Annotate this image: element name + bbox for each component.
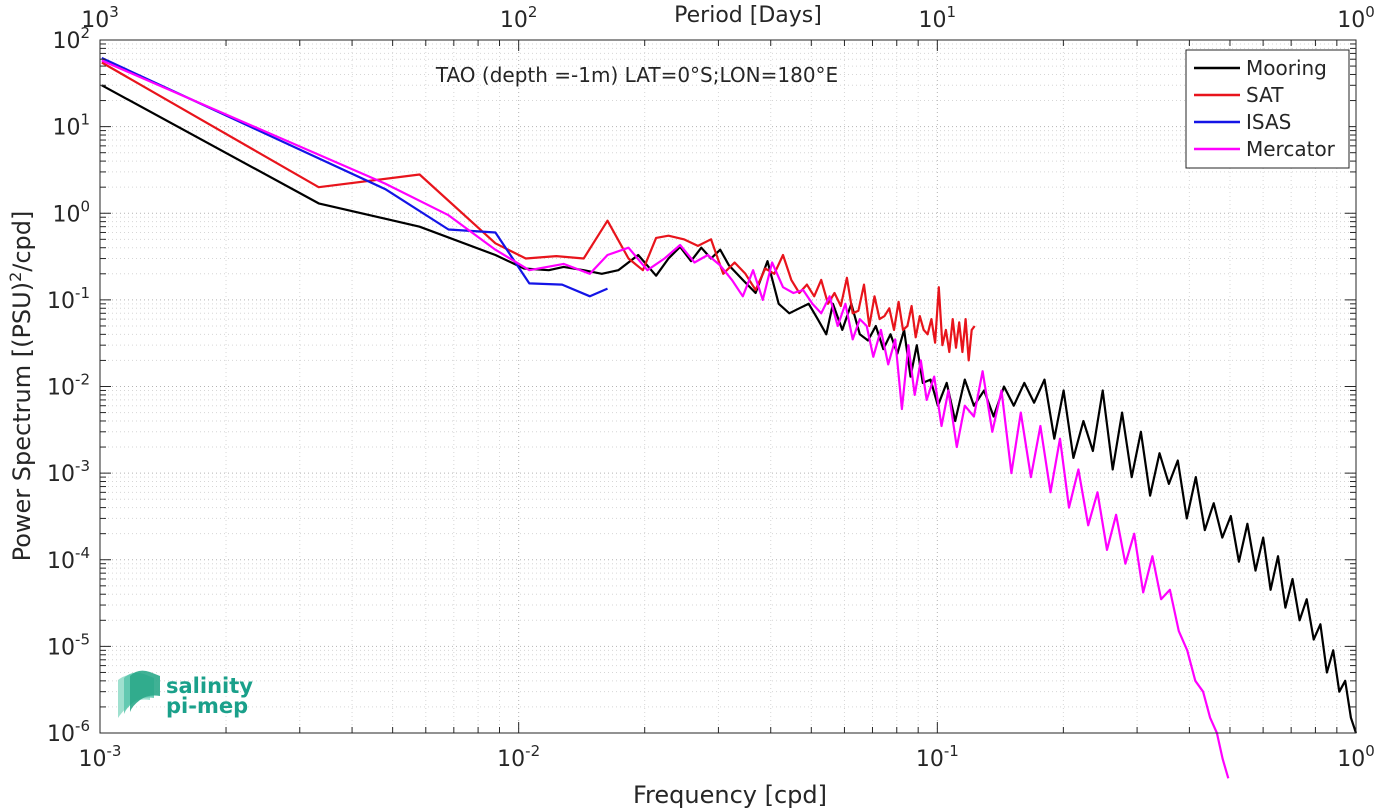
logo-text-pimep: pi-mep bbox=[166, 694, 248, 718]
series-line-isas bbox=[101, 57, 608, 298]
y-tick-label: 10-4 bbox=[47, 544, 90, 574]
logo-text-salinity: salinity bbox=[166, 674, 253, 698]
y-tick-label: 102 bbox=[52, 24, 90, 54]
top-axis-label: Period [Days] bbox=[674, 3, 822, 28]
legend-label-mercator: Mercator bbox=[1246, 137, 1336, 161]
legend-label-isas: ISAS bbox=[1246, 110, 1291, 134]
x-tick-label: 100 bbox=[1337, 742, 1375, 772]
series-layer bbox=[101, 57, 1358, 779]
series-line-mercator bbox=[101, 59, 1230, 779]
top-tick-label: 102 bbox=[500, 3, 538, 33]
y-tick-label: 10-1 bbox=[47, 284, 90, 314]
x-tick-label: 10-3 bbox=[79, 742, 122, 772]
logo-mark-icon bbox=[118, 670, 160, 718]
legend-label-sat: SAT bbox=[1246, 83, 1284, 107]
x-tick-label: 10-1 bbox=[916, 742, 959, 772]
grid-lines bbox=[100, 40, 1356, 733]
top-tick-label: 103 bbox=[81, 3, 119, 33]
y-tick-label: 10-6 bbox=[47, 717, 90, 747]
y-tick-label: 100 bbox=[52, 197, 90, 227]
series-line-mooring bbox=[101, 84, 1358, 734]
chart-title: TAO (depth =-1m) LAT=0°S;LON=180°E bbox=[435, 63, 838, 87]
series-line-sat bbox=[101, 61, 976, 362]
y-axis-label-main: Power Spectrum [(PSU) bbox=[8, 282, 36, 561]
y-axis-label: Power Spectrum [(PSU)2/cpd] bbox=[6, 211, 36, 562]
y-axis-label-tail: /cpd] bbox=[8, 211, 36, 272]
y-tick-label: 10-2 bbox=[47, 371, 90, 401]
top-tick-label: 101 bbox=[919, 3, 957, 33]
y-tick-label: 10-3 bbox=[47, 457, 90, 487]
y-axis-label-sup: 2 bbox=[6, 272, 25, 282]
x-tick-label: 10-2 bbox=[497, 742, 540, 772]
legend: Mooring SAT ISAS Mercator bbox=[1185, 49, 1350, 169]
legend-label-mooring: Mooring bbox=[1246, 56, 1327, 80]
y-tick-label: 10-5 bbox=[47, 630, 90, 660]
top-tick-label: 100 bbox=[1337, 3, 1375, 33]
y-tick-label: 101 bbox=[52, 111, 90, 141]
x-axis-label: Frequency [cpd] bbox=[633, 781, 827, 809]
logo: salinity pi-mep bbox=[118, 670, 253, 718]
